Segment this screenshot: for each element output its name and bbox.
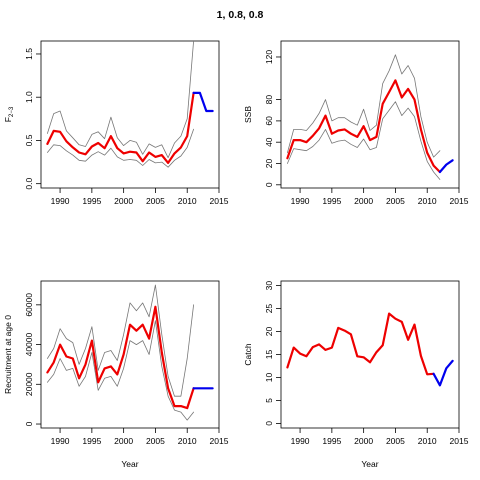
series-projection-line bbox=[438, 159, 454, 174]
y-tick-label: 1.5 bbox=[24, 48, 34, 60]
y-tick-label: 40 bbox=[264, 137, 274, 147]
y-axis-label: SSB bbox=[243, 106, 253, 123]
series-lower-line bbox=[47, 128, 195, 168]
y-tick-label: 10 bbox=[264, 372, 274, 382]
y-tick-label: 25 bbox=[264, 304, 274, 314]
y-tick-label: 30 bbox=[264, 281, 274, 291]
x-tick-label: 1995 bbox=[82, 436, 101, 446]
x-tick-label: 2000 bbox=[354, 196, 373, 206]
series-upper-line bbox=[286, 54, 441, 158]
x-tick-label: 2015 bbox=[210, 436, 229, 446]
plot-frame bbox=[40, 40, 220, 189]
y-tick-label: 0 bbox=[264, 182, 274, 187]
x-tick-label: 2015 bbox=[450, 196, 469, 206]
x-tick-label: 2005 bbox=[386, 196, 405, 206]
y-axis-label: Recruitment at age 0 bbox=[3, 315, 13, 394]
x-tick-label: 2010 bbox=[418, 196, 437, 206]
x-tick-label: 1995 bbox=[82, 196, 101, 206]
series-estimate-line bbox=[46, 305, 195, 410]
x-tick-label: 2000 bbox=[114, 436, 133, 446]
y-tick-label: 0 bbox=[24, 421, 34, 426]
y-tick-label: 60000 bbox=[24, 293, 34, 317]
y-tick-label: 15 bbox=[264, 350, 274, 360]
series-group bbox=[286, 312, 454, 387]
x-tick-label: 1995 bbox=[322, 436, 341, 446]
x-tick-label: 2015 bbox=[450, 436, 469, 446]
series-estimate-line bbox=[286, 79, 441, 174]
x-axis-label: Year bbox=[361, 459, 378, 469]
y-axis-label: Catch bbox=[243, 343, 253, 365]
x-tick-label: 1990 bbox=[291, 436, 310, 446]
x-tick-label: 2000 bbox=[114, 196, 133, 206]
series-group bbox=[46, 41, 214, 168]
series-projection-line bbox=[432, 359, 454, 387]
x-tick-label: 2005 bbox=[386, 436, 405, 446]
y-tick-label: 80 bbox=[264, 95, 274, 105]
x-tick-label: 2010 bbox=[178, 436, 197, 446]
x-tick-label: 2000 bbox=[354, 436, 373, 446]
plot-frame bbox=[40, 280, 220, 429]
x-tick-label: 2010 bbox=[418, 436, 437, 446]
y-tick-label: 20 bbox=[264, 159, 274, 169]
x-tick-label: 2015 bbox=[210, 196, 229, 206]
figure-title: 1, 0.8, 0.8 bbox=[216, 9, 264, 21]
y-tick-label: 20 bbox=[264, 327, 274, 337]
series-upper-line bbox=[47, 284, 195, 397]
y-tick-label: 5 bbox=[264, 398, 274, 403]
x-axis-label: Year bbox=[121, 459, 138, 469]
y-tick-label: 40000 bbox=[24, 332, 34, 356]
y-tick-label: 0.0 bbox=[24, 178, 34, 190]
y-tick-label: 0.5 bbox=[24, 134, 34, 146]
series-lower-line bbox=[286, 101, 441, 180]
chart-panel-3: 1990 1995 2000 2005 2010 2015 0 20000 40000 60000… bbox=[3, 280, 229, 469]
y-tick-label: 60 bbox=[264, 116, 274, 126]
chart-panel-1: 1990 1995 2000 2005 2010 2015 0.0 0.5 1.0 1.5 F2−3 bbox=[3, 40, 229, 206]
y-tick-label: 20000 bbox=[24, 372, 34, 396]
chart-panel-2: 1990 1995 2000 2005 2010 2015 0 20 40 60 80 120 SSB bbox=[243, 40, 469, 206]
x-tick-label: 1990 bbox=[291, 196, 310, 206]
x-tick-label: 2005 bbox=[146, 196, 165, 206]
y-axis-label: F2−3 bbox=[3, 106, 15, 122]
x-tick-label: 2005 bbox=[146, 436, 165, 446]
series-estimate-line bbox=[46, 91, 195, 164]
y-tick-label: 120 bbox=[264, 50, 274, 64]
y-tick-label: 0 bbox=[264, 421, 274, 426]
x-tick-label: 2010 bbox=[178, 196, 197, 206]
x-tick-label: 1995 bbox=[322, 196, 341, 206]
x-tick-label: 1990 bbox=[51, 436, 70, 446]
series-group bbox=[286, 54, 454, 180]
plot-frame bbox=[280, 40, 460, 189]
y-tick-label: 1.0 bbox=[24, 91, 34, 103]
series-upper-line bbox=[47, 41, 195, 159]
series-estimate-line bbox=[286, 312, 435, 376]
chart-panel-4: 1990 1995 2000 2005 2010 2015 0 5 10 15 20 25 30 Year… bbox=[243, 280, 469, 469]
x-tick-label: 1990 bbox=[51, 196, 70, 206]
series-lower-line bbox=[47, 320, 195, 421]
series-projection-line bbox=[192, 91, 214, 113]
series-group bbox=[46, 284, 214, 421]
